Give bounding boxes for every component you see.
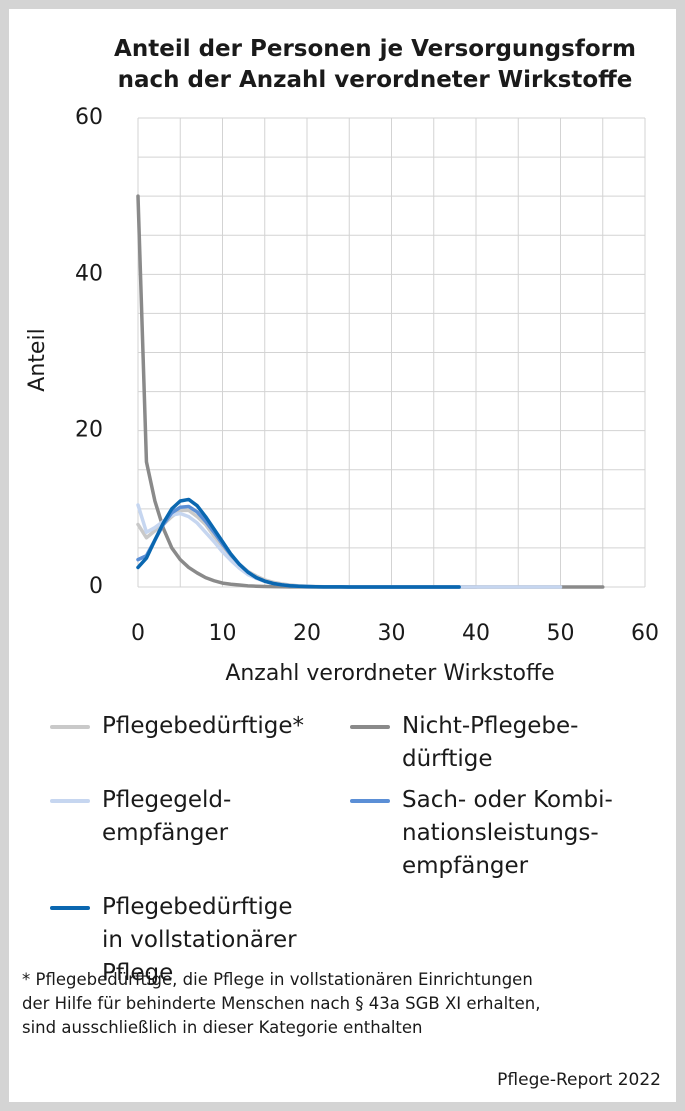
legend-item: Nicht-Pflegebe- dürftige [350, 710, 650, 776]
x-tick-label: 10 [209, 621, 237, 646]
source: Pflege-Report 2022 [497, 1070, 661, 1090]
x-axis-label: Anzahl verordneter Wirkstoffe [225, 661, 554, 686]
legend-item: Pflegebedürftige in vollstationärer Pfle… [50, 891, 350, 990]
legend-swatch [50, 906, 90, 910]
card [9, 9, 676, 1102]
y-tick-label: 0 [89, 574, 103, 599]
x-tick-label: 60 [631, 621, 659, 646]
chart-title: Anteil der Personen je Versorgungsform n… [114, 36, 636, 93]
footnote: * Pflegebedürftige, die Pflege in vollst… [22, 970, 541, 1037]
legend-label: Nicht-Pflegebe- dürftige [402, 713, 579, 772]
legend-label: Sach- oder Kombi- nationsleistungs- empf… [402, 787, 613, 879]
y-tick-label: 60 [75, 105, 103, 130]
legend-swatch [350, 725, 390, 729]
legend-item: Pflegegeld- empfänger [50, 784, 350, 883]
x-tick-label: 40 [462, 621, 490, 646]
x-tick-label: 30 [378, 621, 406, 646]
legend-label: Pflegebedürftige in vollstationärer Pfle… [102, 894, 297, 986]
chart: Anzahl verordneter Wirkstoffe Anteil 0 10… [25, 105, 659, 686]
x-tick-label: 50 [547, 621, 575, 646]
y-tick-label: 20 [75, 418, 103, 443]
legend: Pflegebedürftige* Nicht-Pflegebe- dürftig… [50, 710, 660, 990]
y-axis-label: Anteil [25, 328, 50, 391]
legend-swatch [50, 725, 90, 729]
series-line [136, 497, 461, 589]
legend-item: Sach- oder Kombi- nationsleistungs- empf… [350, 784, 650, 883]
legend-swatch [350, 799, 390, 803]
x-tick-label: 20 [293, 621, 321, 646]
legend-label: Pflegegeld- empfänger [102, 787, 232, 846]
legend-swatch [50, 799, 90, 803]
x-tick-label: 0 [131, 621, 145, 646]
legend-item: Pflegebedürftige* [50, 710, 350, 776]
y-tick-label: 40 [75, 261, 103, 286]
series-line [136, 504, 461, 589]
legend-label: Pflegebedürftige* [102, 713, 304, 739]
